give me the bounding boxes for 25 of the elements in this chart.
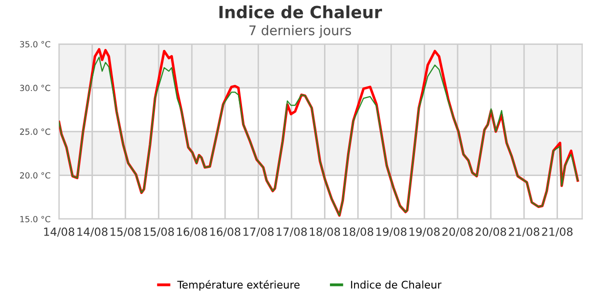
x-tick-label: 16/08 <box>177 228 208 237</box>
x-tick-label: 17/08 <box>244 228 274 237</box>
legend-label: Température extérieure <box>177 280 300 291</box>
x-tick-label: 18/08 <box>343 228 374 237</box>
x-tick-label: 15/08 <box>144 228 174 237</box>
x-tick-label: 14/08 <box>44 228 74 237</box>
x-tick-label: 19/08 <box>376 228 406 237</box>
x-tick-label: 20/08 <box>442 228 473 237</box>
x-tick-label: 18/08 <box>310 228 340 237</box>
y-tick-label: 15.0 °C <box>20 216 50 222</box>
chart-subtitle: 7 derniers jours <box>249 25 352 38</box>
x-tick-label: 16/08 <box>210 228 240 237</box>
x-tick-label: 19/08 <box>410 228 440 237</box>
chart-title: Indice de Chaleur <box>219 5 382 18</box>
x-tick-label: 17/08 <box>276 228 307 237</box>
x-tick-label: 21/08 <box>542 228 573 237</box>
y-tick-label: 25.0 °C <box>20 128 50 135</box>
y-tick-label: 20.0 °C <box>20 172 50 179</box>
x-tick-label: 21/08 <box>508 228 540 237</box>
x-tick-label: 14/08 <box>77 228 108 237</box>
x-tick-label: 20/08 <box>476 228 506 237</box>
x-tick-label: 15/08 <box>110 228 141 237</box>
y-tick-label: 35.0 °C <box>20 41 50 48</box>
legend-label: Indice de Chaleur <box>351 280 442 289</box>
y-tick-label: 30.0 °C <box>20 84 50 92</box>
